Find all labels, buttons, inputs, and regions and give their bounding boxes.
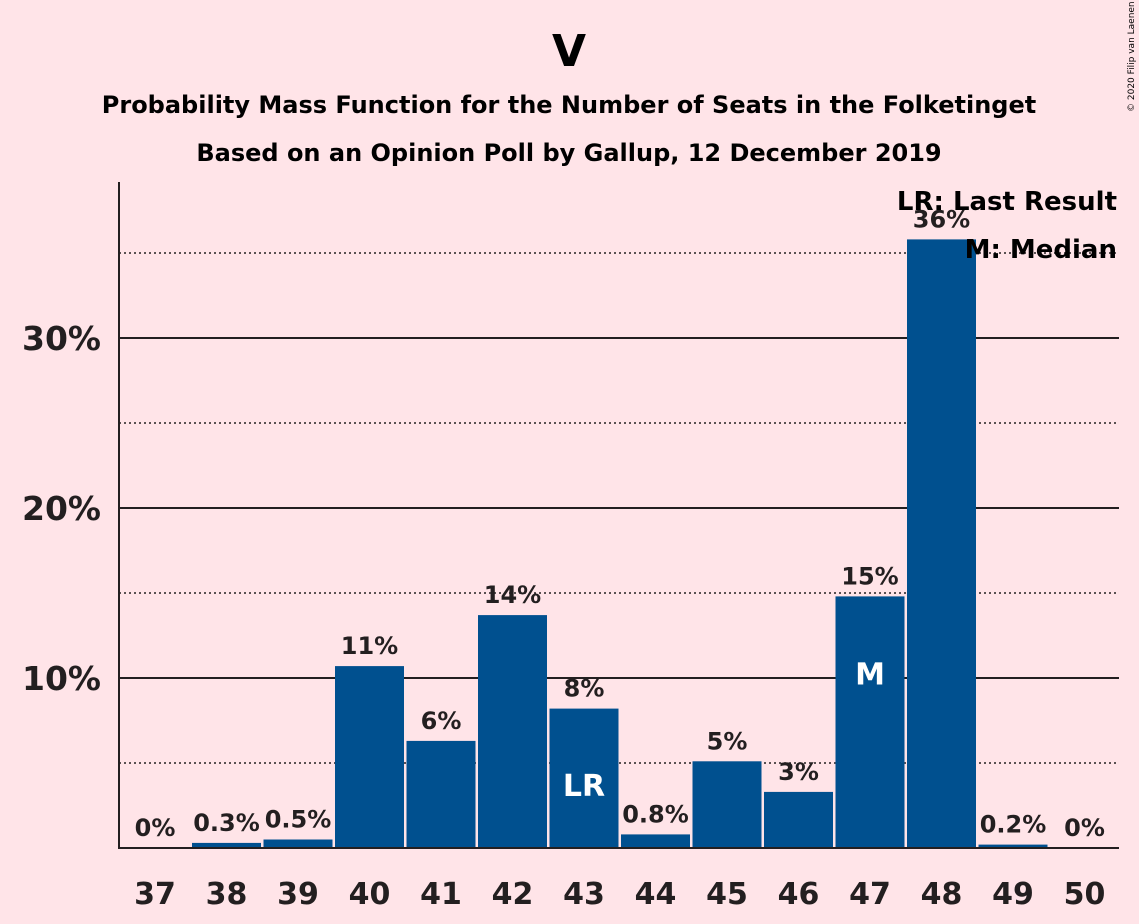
y-tick-label: 10% (22, 659, 101, 698)
bar (978, 844, 1048, 848)
bar (835, 596, 905, 848)
x-tick-label: 46 (778, 877, 820, 912)
x-tick-label: 39 (277, 877, 319, 912)
x-tick-label: 50 (1064, 877, 1106, 912)
bar (478, 615, 547, 848)
y-tick-label: 30% (22, 319, 101, 358)
x-tick-label: 37 (134, 877, 176, 912)
x-tick-label: 49 (992, 877, 1034, 912)
bar (549, 708, 619, 848)
data-label: 6% (421, 707, 462, 735)
copyright-credit: © 2020 Filip van Laenen (1127, 1, 1137, 112)
data-label: 15% (841, 562, 898, 590)
x-tick-label: 44 (635, 877, 677, 912)
x-tick-label: 47 (849, 877, 891, 912)
x-tick-label: 43 (563, 877, 605, 912)
data-label: 0% (1064, 814, 1105, 842)
data-labels: 0% 0.3% 0.5% 11% 6% 14% 8% LR 0.8% 5% 3% 15% M 36% 0.2… (135, 205, 1105, 842)
x-tick-label: 48 (921, 877, 963, 912)
data-label: 36% (913, 205, 970, 233)
data-label: 0.2% (980, 811, 1047, 839)
data-label: 8% (564, 675, 605, 703)
y-tick-label: 20% (22, 489, 101, 528)
data-label: 0.5% (265, 806, 332, 834)
bars (192, 239, 1048, 848)
legend: LR: Last Result M: Median (897, 187, 1117, 265)
data-label: 0% (135, 814, 176, 842)
bar (406, 740, 476, 848)
chart-subtitle-source: Based on an Opinion Poll by Gallup, 12 D… (196, 139, 941, 167)
bar (764, 791, 833, 848)
bar (907, 239, 976, 848)
bar (692, 761, 762, 848)
data-label: 11% (341, 632, 398, 660)
x-tick-label: 40 (349, 877, 391, 912)
legend-last-result: LR: Last Result (897, 187, 1117, 217)
x-tick-label: 41 (420, 877, 462, 912)
x-tick-label: 38 (206, 877, 248, 912)
data-label: 3% (778, 758, 819, 786)
chart-subtitle: Probability Mass Function for the Number… (102, 91, 1036, 119)
data-label: 14% (484, 581, 541, 609)
x-axis-ticks: 37 38 39 40 41 42 43 44 45 46 47 48 49 50 (134, 877, 1105, 912)
data-label: 0.3% (193, 809, 260, 837)
bar (335, 666, 404, 848)
x-tick-label: 45 (706, 877, 748, 912)
legend-median: M: Median (965, 235, 1117, 265)
y-axis-ticks: 10% 20% 30% (22, 319, 101, 698)
bar-marker-label: LR (563, 769, 605, 804)
bar (192, 842, 261, 848)
bar (263, 839, 333, 848)
bar (621, 834, 690, 848)
data-label: 5% (707, 727, 748, 755)
chart-title: V (552, 26, 586, 77)
x-tick-label: 42 (492, 877, 534, 912)
data-label: 0.8% (622, 800, 689, 828)
bar-marker-label: M (855, 657, 885, 692)
